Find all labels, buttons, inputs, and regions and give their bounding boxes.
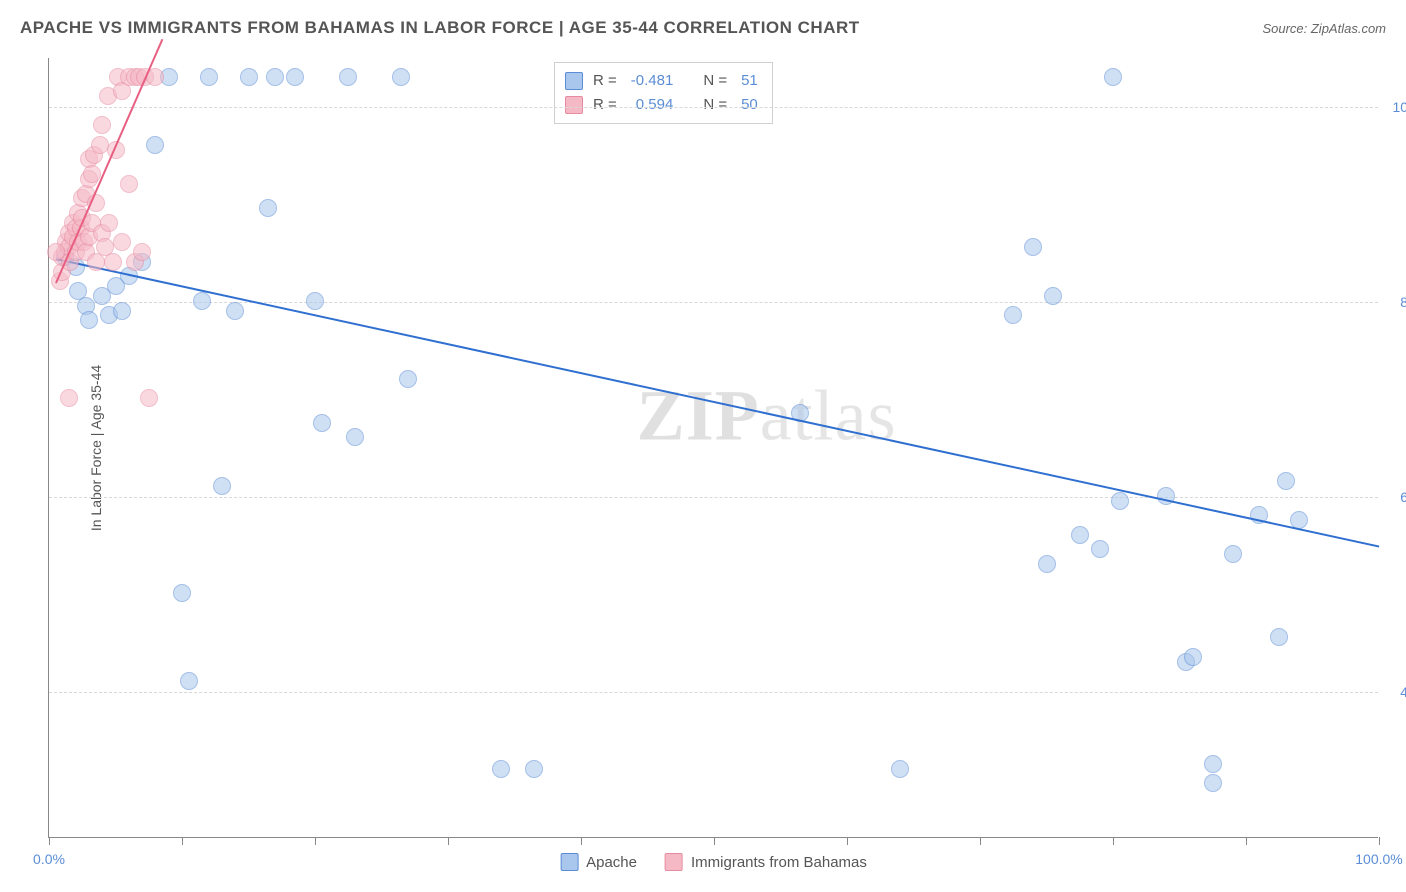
legend-r-value: -0.481 (627, 69, 674, 93)
data-point (525, 760, 543, 778)
data-point (306, 292, 324, 310)
x-tick (182, 837, 183, 845)
data-point (286, 68, 304, 86)
data-point (226, 302, 244, 320)
x-tick (1379, 837, 1380, 845)
data-point (1071, 526, 1089, 544)
watermark: ZIPatlas (637, 375, 897, 458)
legend-r-value: 0.594 (627, 93, 674, 117)
legend-swatch-apache (565, 72, 583, 90)
data-point (133, 243, 151, 261)
legend-n-value: 50 (737, 93, 758, 117)
source-label: Source: ZipAtlas.com (1262, 21, 1386, 36)
correlation-legend: R = -0.481 N = 51 R = 0.594 N = 50 (554, 62, 773, 124)
y-tick-label: 60.0% (1384, 489, 1406, 505)
data-point (200, 68, 218, 86)
chart-plot-area: In Labor Force | Age 35-44 ZIPatlas R = … (48, 58, 1378, 838)
x-tick (1113, 837, 1114, 845)
gridline (49, 107, 1378, 108)
gridline (49, 497, 1378, 498)
x-tick (581, 837, 582, 845)
data-point (104, 253, 122, 271)
data-point (1204, 755, 1222, 773)
data-point (392, 68, 410, 86)
data-point (1024, 238, 1042, 256)
x-tick (714, 837, 715, 845)
data-point (1044, 287, 1062, 305)
legend-item-apache: Apache (560, 853, 637, 871)
data-point (240, 68, 258, 86)
legend-n-value: 51 (737, 69, 758, 93)
data-point (266, 68, 284, 86)
x-tick-label: 100.0% (1355, 851, 1402, 867)
data-point (1204, 774, 1222, 792)
data-point (1091, 540, 1109, 558)
legend-label: Immigrants from Bahamas (691, 854, 867, 871)
chart-title: APACHE VS IMMIGRANTS FROM BAHAMAS IN LAB… (20, 18, 860, 38)
legend-swatch-bahamas (565, 96, 583, 114)
data-point (173, 584, 191, 602)
data-point (113, 302, 131, 320)
data-point (180, 672, 198, 690)
data-point (93, 116, 111, 134)
data-point (1104, 68, 1122, 86)
series-legend: Apache Immigrants from Bahamas (560, 853, 867, 871)
legend-label: Apache (586, 854, 637, 871)
y-tick-label: 100.0% (1384, 99, 1406, 115)
data-point (80, 311, 98, 329)
legend-n-label: N = (703, 69, 727, 93)
data-point (140, 389, 158, 407)
legend-n-label: N = (703, 93, 727, 117)
y-tick-label: 40.0% (1384, 684, 1406, 700)
data-point (193, 292, 211, 310)
legend-row: R = 0.594 N = 50 (565, 93, 758, 117)
data-point (339, 68, 357, 86)
x-tick-label: 0.0% (33, 851, 65, 867)
data-point (492, 760, 510, 778)
legend-row: R = -0.481 N = 51 (565, 69, 758, 93)
legend-swatch-icon (560, 853, 578, 871)
data-point (346, 428, 364, 446)
data-point (313, 414, 331, 432)
x-tick (49, 837, 50, 845)
y-tick-label: 80.0% (1384, 294, 1406, 310)
data-point (259, 199, 277, 217)
data-point (113, 233, 131, 251)
gridline (49, 692, 1378, 693)
legend-r-label: R = (593, 69, 617, 93)
data-point (1224, 545, 1242, 563)
data-point (213, 477, 231, 495)
data-point (1111, 492, 1129, 510)
x-tick (315, 837, 316, 845)
data-point (47, 243, 65, 261)
data-point (100, 214, 118, 232)
y-axis-label: In Labor Force | Age 35-44 (88, 364, 104, 530)
data-point (83, 165, 101, 183)
data-point (1184, 648, 1202, 666)
data-point (1277, 472, 1295, 490)
data-point (146, 136, 164, 154)
x-tick (847, 837, 848, 845)
legend-swatch-icon (665, 853, 683, 871)
data-point (120, 175, 138, 193)
data-point (1004, 306, 1022, 324)
x-tick (1246, 837, 1247, 845)
x-tick (980, 837, 981, 845)
data-point (399, 370, 417, 388)
x-tick (448, 837, 449, 845)
data-point (1038, 555, 1056, 573)
legend-r-label: R = (593, 93, 617, 117)
legend-item-bahamas: Immigrants from Bahamas (665, 853, 867, 871)
data-point (60, 389, 78, 407)
data-point (1270, 628, 1288, 646)
data-point (891, 760, 909, 778)
